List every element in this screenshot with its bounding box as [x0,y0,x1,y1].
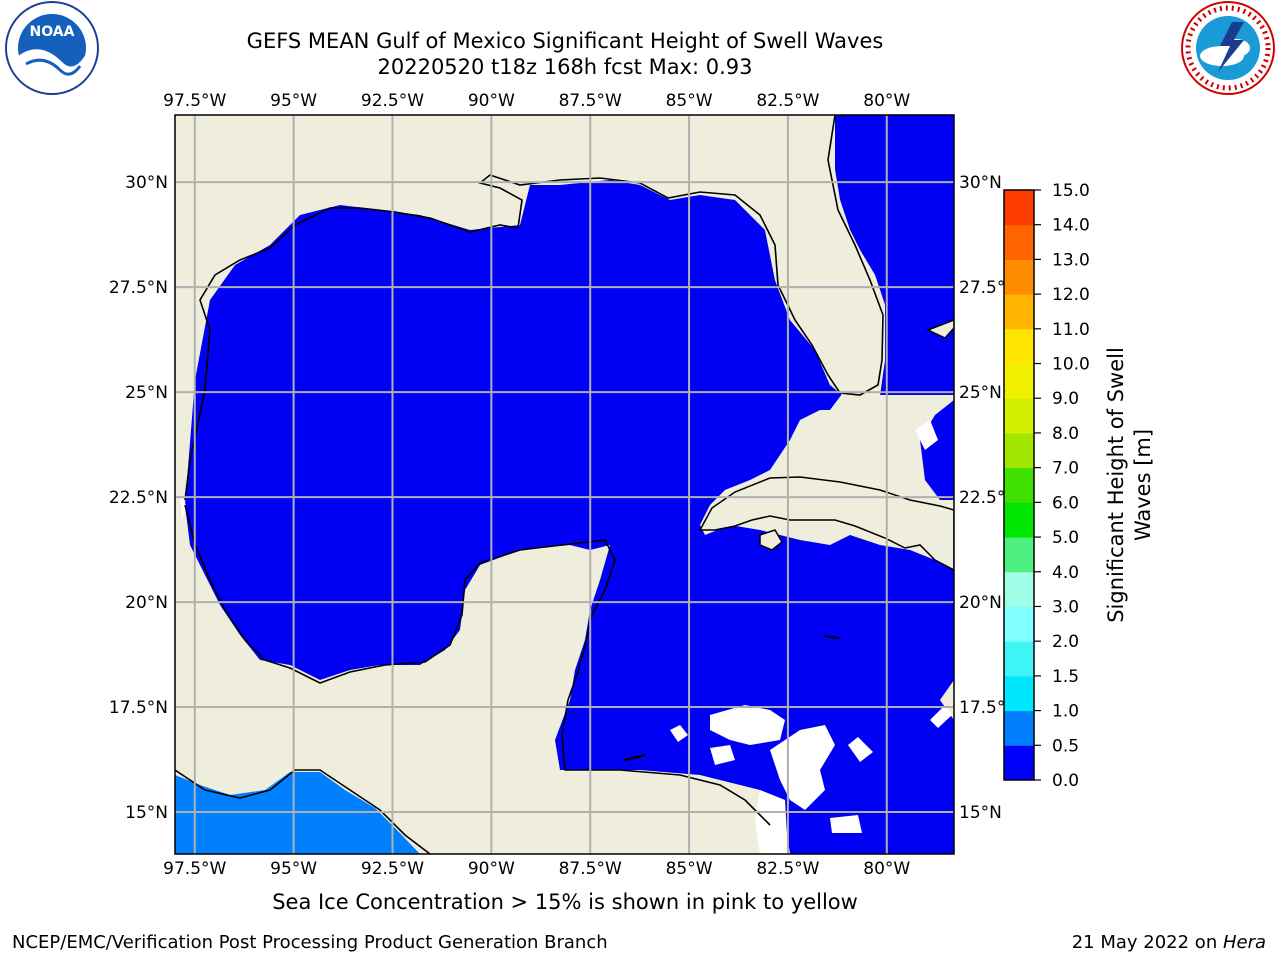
colorbar-tick-label: 8.0 [1052,424,1079,444]
colorbar: 0.0 0.5 1.0 1.5 2.0 3.0 4.0 5.0 6.0 7.0 8.0 9.0 10.0… [1003,181,1155,791]
cayman-islands [823,635,841,639]
longitude-label: 82.5°W [756,91,819,111]
colorbar-block [1004,675,1034,712]
colorbar-block [1004,224,1034,260]
colorbar-tick-label: 6.0 [1052,493,1079,513]
colorbar-tick-label: 1.0 [1052,702,1079,722]
colorbar-tick-label: 13.0 [1052,250,1090,270]
latitude-label: 25°N [125,383,168,403]
colorbar-block [1004,467,1034,503]
colorbar-block [1004,432,1034,469]
longitude-label: 85°W [666,859,713,879]
longitude-label: 85°W [666,91,713,111]
longitude-label: 97.5°W [163,859,226,879]
map-frame [174,114,955,855]
footer-host: Hera [1222,932,1266,953]
gulf-of-mexico-swell-field [185,180,954,854]
longitude-label: 80°W [863,91,910,111]
longitude-label: 90°W [468,91,515,111]
colorbar-tick-label: 4.0 [1052,563,1079,583]
colorbar-block [1004,398,1034,434]
longitude-label: 87.5°W [559,859,622,879]
colorbar-block [1004,502,1034,538]
colorbar-block [1004,710,1034,746]
cuba-land [698,476,954,571]
colorbar-block [1004,606,1034,642]
latitude-labels-left: 30°N 27.5°N 25°N 22.5°N 20°N 17.5°N 15°N [109,173,168,823]
latitude-label: 25°N [959,383,1002,403]
bahamas-land [926,319,954,339]
colorbar-tick-label: 9.0 [1052,389,1079,409]
colorbar-tick-label: 1.5 [1052,667,1079,687]
longitude-label: 80°W [863,859,910,879]
colorbar-block [1004,328,1034,365]
colorbar-label-line1: Significant Height of Swell [1104,347,1128,623]
longitude-label: 92.5°W [361,91,424,111]
colorbar-block [1004,537,1034,573]
chart-title: GEFS MEAN Gulf of Mexico Significant Hei… [246,29,884,53]
longitude-label: 97.5°W [163,91,226,111]
colorbar-tick-label: 14.0 [1052,216,1090,236]
latitude-label: 22.5°N [109,488,168,508]
swan-islands [624,753,646,762]
latitude-label: 15°N [959,803,1002,823]
longitude-label: 82.5°W [756,859,819,879]
longitude-label: 90°W [468,859,515,879]
longitude-label: 95°W [270,91,317,111]
colorbar-blocks [1004,190,1034,781]
missing-data-patches [180,420,952,854]
footer-date-text: 21 May 2022 on [1071,932,1223,953]
colorbar-tick-label: 10.0 [1052,355,1090,375]
latitude-label: 20°N [125,593,168,613]
graticule [175,115,954,854]
latitude-label: 30°N [959,173,1002,193]
latitude-label: 20°N [959,593,1002,613]
colorbar-block [1004,294,1034,330]
colorbar-tick-label: 7.0 [1052,459,1079,479]
isla-de-la-juventud [759,529,783,551]
colorbar-block [1004,745,1034,781]
colorbar-block [1004,363,1034,399]
noaa-logo-text: NOAA [30,24,75,40]
colorbar-label-line2: Waves [m] [1131,429,1155,541]
colorbar-block [1004,571,1034,607]
nws-logo-icon [1181,1,1275,95]
colorbar-ticks: 0.0 0.5 1.0 1.5 2.0 3.0 4.0 5.0 6.0 7.0 8.0 9.0 10.0… [1034,181,1090,791]
colorbar-tick-label: 0.0 [1052,771,1079,791]
atlantic-swell-field [835,115,954,500]
colorbar-tick-label: 12.0 [1052,285,1090,305]
longitude-label: 92.5°W [361,859,424,879]
footer-date: 21 May 2022 on Hera [1072,932,1266,953]
latitude-label: 15°N [125,803,168,823]
colorbar-tick-label: 0.5 [1052,736,1079,756]
colorbar-block [1004,190,1034,226]
colorbar-tick-label: 3.0 [1052,597,1079,617]
colorbar-block [1004,641,1034,677]
latitude-label: 27.5°N [109,278,168,298]
longitude-label: 95°W [270,859,317,879]
sea-ice-note: Sea Ice Concentration > 15% is shown in … [272,890,858,914]
longitude-label: 87.5°W [559,91,622,111]
map-area: 97.5°W 95°W 92.5°W 90°W 87.5°W 85°W 82.5°W 80°W… [109,91,1018,879]
colorbar-tick-label: 11.0 [1052,320,1090,340]
florida-land [760,115,885,400]
latitude-label: 17.5°N [109,698,168,718]
colorbar-tick-label: 2.0 [1052,632,1079,652]
noaa-logo-icon: NOAA [5,1,99,95]
colorbar-frame [1003,189,1035,781]
longitude-labels-bottom: 97.5°W 95°W 92.5°W 90°W 87.5°W 85°W 82.5°W 80°W [163,859,910,879]
chart-subtitle: 20220520 t18z 168h fcst Max: 0.93 [377,55,753,79]
colorbar-tick-label: 5.0 [1052,528,1079,548]
colorbar-tick-label: 15.0 [1052,181,1090,201]
longitude-labels-top: 97.5°W 95°W 92.5°W 90°W 87.5°W 85°W 82.5°W 80°W [163,91,910,111]
latitude-label: 30°N [125,173,168,193]
footer-credit: NCEP/EMC/Verification Post Processing Pr… [12,932,608,953]
colorbar-block [1004,259,1034,295]
